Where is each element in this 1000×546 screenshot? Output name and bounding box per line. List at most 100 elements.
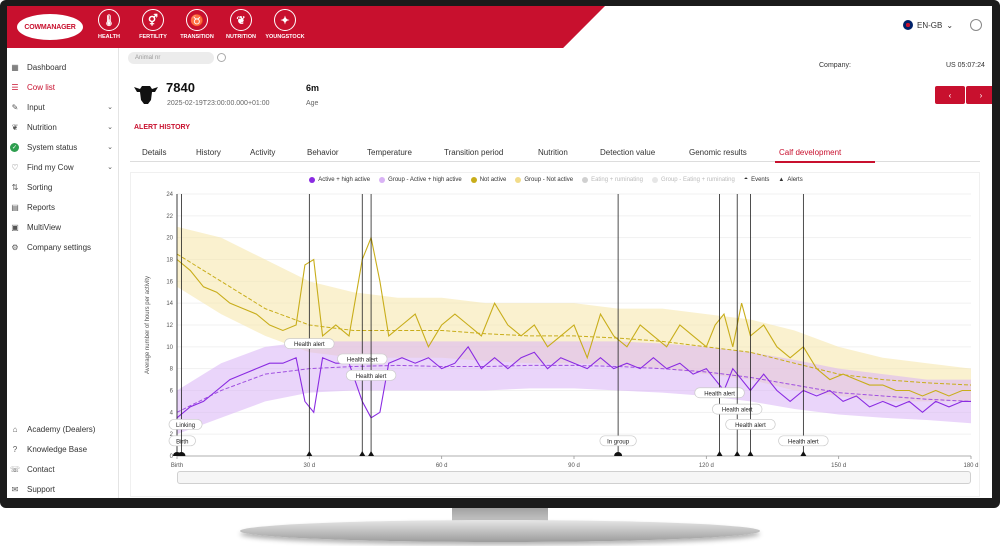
marker-label-pill: [345, 369, 397, 381]
tab-transition-period[interactable]: Transition period: [444, 148, 504, 157]
uk-flag-icon: [903, 20, 913, 30]
alert-history-link[interactable]: ALERT HISTORY: [134, 124, 191, 131]
sidebar-item-label: Input: [27, 102, 45, 112]
y-tick-label: 6: [170, 389, 174, 395]
module-fertility[interactable]: ⚥ FERTILITY: [131, 9, 175, 40]
gender-icon: ⚥: [142, 9, 164, 31]
multiview-icon: ▣: [11, 222, 19, 232]
alert-marker-icon: [359, 451, 366, 456]
user-profile-icon[interactable]: [970, 19, 982, 31]
sidebar-item-input[interactable]: ✎ Input ⌄: [7, 98, 119, 116]
y-tick-label: 0: [170, 454, 174, 460]
legend-item-events[interactable]: ◓ Events: [744, 176, 770, 183]
marker-label-pill: [778, 435, 829, 447]
calf-icon: ✦: [274, 9, 296, 31]
legend-item-alerts[interactable]: ▲ Alerts: [778, 176, 802, 183]
wheat-icon: ❦: [230, 9, 252, 31]
sidebar-item-company-settings[interactable]: ⚙ Company settings: [7, 238, 119, 256]
sidebar-item-find-my-cow[interactable]: ♡ Find my Cow ⌄: [7, 158, 119, 176]
sidebar-item-label: Dashboard: [27, 62, 67, 72]
legend-item-group-not-active[interactable]: Group - Not active: [515, 176, 573, 183]
legend-item-not-active[interactable]: Not active: [470, 176, 506, 183]
tab-detection-value[interactable]: Detection value: [600, 148, 656, 157]
cow-head-icon: ♉: [186, 9, 208, 31]
tab-activity[interactable]: Activity: [250, 148, 276, 157]
marker-label: Linking: [176, 423, 195, 429]
marker-label: Health alert: [347, 357, 378, 363]
chevron-down-icon: ⌄: [946, 20, 954, 30]
marker-label-pill: [284, 338, 335, 349]
sidebar-item-reports[interactable]: ▤ Reports: [7, 198, 119, 216]
sidebar-item-academy-dealers[interactable]: ⌂ Academy (Dealers): [7, 420, 119, 438]
module-label: NUTRITION: [226, 34, 256, 40]
alert-marker-icon: [716, 451, 723, 456]
animal-search-input[interactable]: Animal nr: [128, 52, 214, 64]
sidebar-item-knowledge-base[interactable]: ? Knowledge Base: [7, 440, 119, 458]
sidebar-item-label: Knowledge Base: [27, 444, 88, 454]
tab-details[interactable]: Details: [142, 148, 167, 157]
marker-label-pill: [599, 435, 637, 447]
legend-label: Events: [751, 176, 770, 183]
sidebar-item-label: Cow list: [27, 82, 56, 92]
y-tick-label: 4: [170, 410, 174, 416]
tab-bar: Details History Activity Behavior Temperatur…: [130, 142, 980, 163]
x-tick-label: 180 d: [963, 463, 978, 469]
sidebar-item-label: Company settings: [27, 242, 92, 252]
sidebar-item-multiview[interactable]: ▣ MultiView: [7, 218, 119, 236]
sidebar-item-contact[interactable]: ☏ Contact: [7, 460, 119, 478]
search-icon[interactable]: [217, 53, 226, 62]
legend-swatch: [515, 176, 522, 183]
legend-label: Group - Eating + ruminating: [660, 176, 735, 183]
module-label: HEALTH: [98, 34, 120, 40]
alert-marker-icon: ▲: [778, 176, 785, 183]
alert-marker-icon: [747, 451, 754, 456]
legend-item-eating-ruminating[interactable]: Eating + ruminating: [582, 176, 643, 183]
sidebar-item-sorting[interactable]: ⇅ Sorting: [7, 178, 119, 196]
tab-genomic-results[interactable]: Genomic results: [689, 148, 747, 157]
screen: COWMANAGER 🌡 HEALTH ⚥ FERTILITY ♉ TRANSITION ❦…: [7, 6, 992, 498]
alert-marker-icon: [800, 451, 807, 456]
tab-calf-development[interactable]: Calf development: [779, 148, 842, 157]
legend-label: Active + high active: [318, 176, 371, 183]
language-selector[interactable]: EN-GB ⌄: [903, 20, 953, 30]
next-animal-button[interactable]: ›: [966, 86, 992, 104]
sidebar-item-system-status[interactable]: ✓ System status ⌄: [7, 138, 119, 156]
chart-range-scrollbar[interactable]: [177, 471, 971, 484]
legend-item-group-active-high-active[interactable]: Group - Active + high active: [379, 176, 462, 183]
tab-history[interactable]: History: [196, 148, 221, 157]
module-transition[interactable]: ♉ TRANSITION: [175, 9, 219, 40]
tab-temperature[interactable]: Temperature: [367, 148, 412, 157]
chevron-down-icon: ⌄: [107, 144, 113, 151]
legend-label: Eating + ruminating: [591, 176, 643, 183]
list-icon: ☰: [11, 82, 19, 92]
module-youngstock[interactable]: ✦ YOUNGSTOCK: [263, 9, 307, 40]
sidebar-item-cow-list[interactable]: ☰ Cow list: [7, 78, 119, 96]
tab-behavior[interactable]: Behavior: [307, 148, 339, 157]
legend-item-group-eating-ruminating[interactable]: Group - Eating + ruminating: [651, 176, 735, 183]
legend-swatch: [470, 176, 477, 183]
module-health[interactable]: 🌡 HEALTH: [87, 9, 131, 40]
language-label: EN-GB: [917, 20, 943, 30]
sidebar-item-nutrition[interactable]: ❦ Nutrition ⌄: [7, 118, 119, 136]
previous-animal-button[interactable]: ‹: [935, 86, 965, 104]
active-tab-underline: [775, 161, 875, 163]
sidebar-item-dashboard[interactable]: ▦ Dashboard: [7, 58, 119, 76]
edit-icon: ✎: [11, 102, 19, 112]
wheat-icon: ❦: [11, 122, 19, 132]
sidebar: ‹ ▦Dashboard☰Cow list✎Input⌄❦Nutrition⌄✓…: [7, 48, 119, 498]
marker-label: Health alert: [788, 439, 819, 445]
sidebar-item-support[interactable]: ✉ Support: [7, 480, 119, 498]
age-value: 6m: [306, 83, 320, 93]
legend-item-active-high-active[interactable]: Active + high active: [309, 176, 370, 183]
cowmanager-logo[interactable]: COWMANAGER: [15, 12, 85, 42]
marker-label-pill: [712, 403, 763, 415]
module-nutrition[interactable]: ❦ NUTRITION: [219, 9, 263, 40]
y-tick-label: 14: [166, 301, 173, 307]
x-tick-label: 90 d: [568, 463, 580, 469]
sidebar-item-label: Sorting: [27, 182, 53, 192]
y-axis-label: Average number of hours per activity: [145, 276, 151, 374]
marker-label-pill: [168, 419, 203, 430]
marker-label: Birth: [176, 439, 188, 445]
tab-nutrition[interactable]: Nutrition: [538, 148, 568, 157]
legend-label: Group - Active + high active: [388, 176, 462, 183]
